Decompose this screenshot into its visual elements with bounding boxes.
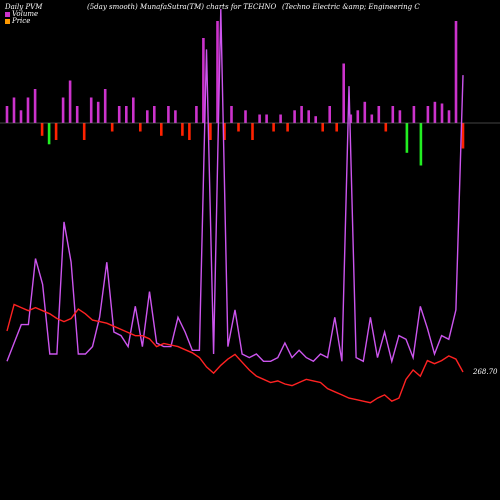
volume-bar: [5, 106, 9, 123]
volume-bar: [447, 110, 451, 124]
volume-bar: [202, 38, 205, 123]
volume-bar: [230, 106, 233, 123]
last-price-label: 268.70: [473, 368, 498, 376]
volume-bar: [139, 123, 142, 132]
volume-bar: [174, 110, 177, 124]
legend-volume-label: Volume: [12, 10, 39, 18]
chart-header-middle: (5day smooth) MunafaSutra(TM) charts for…: [87, 3, 277, 11]
volume-bar: [132, 97, 135, 123]
volume-bar: [216, 21, 219, 123]
volume-bar: [96, 101, 100, 124]
volume-bar: [335, 123, 338, 132]
volume-bar: [209, 123, 212, 140]
volume-bar: [384, 123, 388, 132]
volume-bar: [125, 106, 128, 123]
volume-bar: [82, 123, 86, 140]
volume-bar: [33, 89, 37, 123]
volume-bar: [286, 123, 289, 132]
volume-bar: [293, 110, 296, 124]
volume-bar: [328, 106, 331, 123]
legend-price: Price: [5, 17, 30, 25]
volume-bar: [61, 97, 65, 123]
volume-bar: [279, 114, 282, 123]
volume-bar: [307, 110, 310, 124]
legend-volume-swatch: [5, 11, 10, 17]
volume-bar: [300, 106, 303, 123]
volume-bar: [251, 123, 254, 140]
volume-bar: [314, 116, 317, 123]
volume-bar: [188, 123, 191, 140]
volume-bar: [167, 106, 170, 123]
volume-bar: [258, 114, 261, 123]
volume-bar: [103, 89, 107, 123]
legend-volume: Volume: [5, 10, 38, 18]
volume-bars: [5, 21, 465, 166]
volume-bar: [40, 123, 44, 136]
volume-bar: [454, 21, 458, 123]
volume-bar: [195, 106, 198, 123]
volume-bar: [412, 106, 416, 123]
volume-bar: [12, 97, 16, 123]
volume-bar: [75, 106, 79, 123]
volume-bar: [363, 101, 367, 124]
volume-bar: [237, 123, 240, 132]
volume-bar: [405, 123, 409, 153]
volume-bar: [398, 110, 402, 124]
volume-bar: [349, 114, 353, 123]
volume-bar: [47, 123, 51, 145]
legend-price-label: Price: [12, 17, 31, 25]
volume-bar: [54, 123, 58, 140]
volume-bar: [461, 123, 465, 149]
volume-bar: [370, 114, 374, 123]
volume-bar: [419, 123, 423, 166]
volume-bar: [265, 114, 268, 123]
volume-bar: [110, 123, 114, 132]
volume-bar: [440, 103, 444, 123]
volume-bar: [153, 106, 156, 123]
volume-bar: [433, 101, 437, 124]
price-line: [6, 303, 464, 404]
volume-bar: [68, 80, 72, 123]
volume-bar: [391, 106, 395, 123]
volume-bar: [244, 110, 247, 124]
volume-bar: [342, 63, 345, 123]
volume-bar: [321, 123, 324, 132]
volume-bar: [356, 110, 360, 124]
volume-bar: [146, 110, 149, 124]
volume-bar: [223, 123, 226, 140]
volume-bar: [160, 123, 163, 136]
volume-bar: [26, 97, 30, 123]
volume-line: [6, 8, 464, 365]
chart-header-right: (Techno Electric &amp; Engineering C: [282, 3, 420, 11]
volume-bar: [19, 110, 23, 124]
volume-bar: [272, 123, 275, 132]
volume-bar: [89, 97, 93, 123]
volume-bar: [426, 106, 430, 123]
chart-header-left: Daily PVM: [5, 3, 43, 11]
volume-bar: [117, 106, 121, 123]
legend-price-swatch: [5, 18, 10, 24]
volume-bar: [377, 106, 381, 123]
volume-bar: [181, 123, 184, 136]
